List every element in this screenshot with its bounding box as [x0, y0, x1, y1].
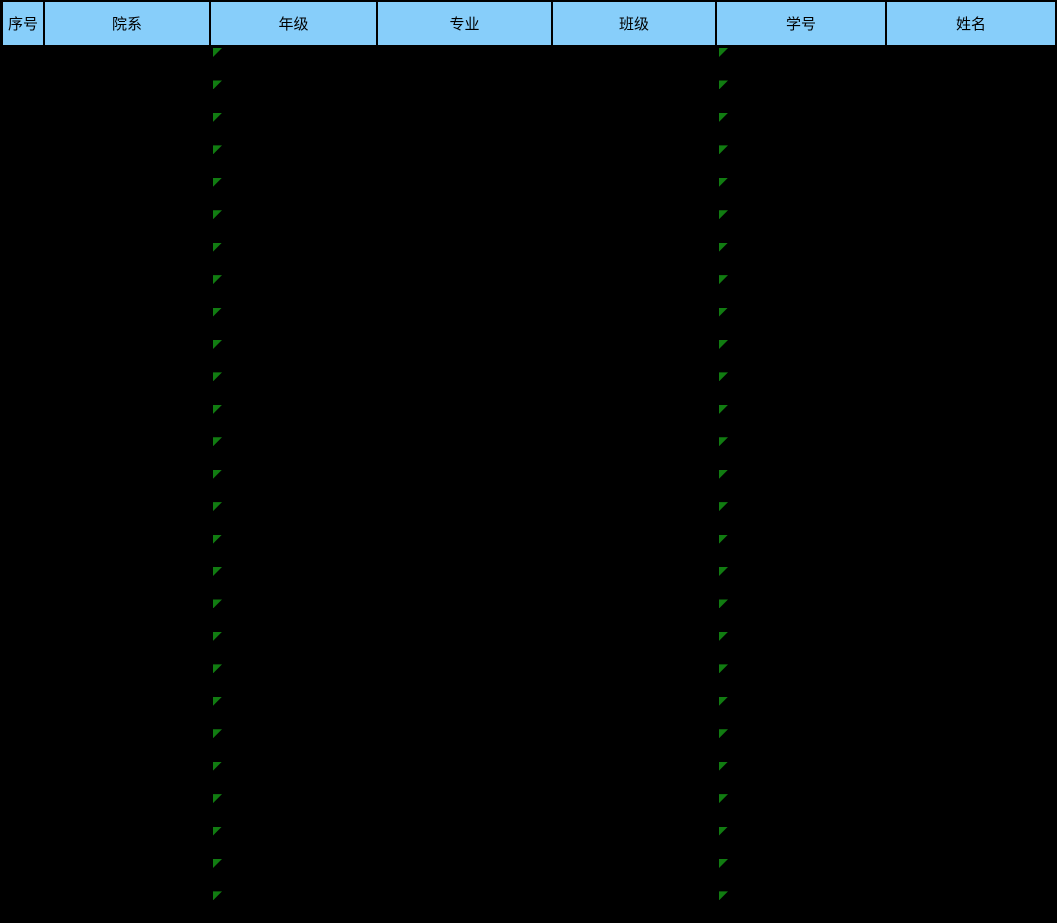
table-row[interactable] [0, 501, 1057, 533]
error-indicator-icon [213, 307, 222, 317]
error-indicator-icon [719, 761, 728, 771]
error-indicator-icon [719, 145, 728, 155]
table-row[interactable] [0, 436, 1057, 468]
table-row[interactable] [0, 728, 1057, 760]
error-indicator-icon [213, 858, 222, 868]
error-indicator-icon [719, 242, 728, 252]
error-indicator-icon [213, 891, 222, 901]
table-row[interactable] [0, 858, 1057, 890]
error-indicator-icon [213, 502, 222, 512]
error-indicator-icon [213, 339, 222, 349]
error-indicator-icon [213, 599, 222, 609]
error-indicator-icon [719, 502, 728, 512]
table-row[interactable] [0, 371, 1057, 403]
table-row[interactable] [0, 469, 1057, 501]
error-indicator-icon [719, 437, 728, 447]
error-indicator-icon [719, 372, 728, 382]
table-row[interactable] [0, 242, 1057, 274]
error-indicator-icon [719, 177, 728, 187]
error-indicator-icon [213, 826, 222, 836]
error-indicator-icon [213, 145, 222, 155]
error-indicator-icon [719, 534, 728, 544]
error-indicator-icon [719, 631, 728, 641]
table-row[interactable] [0, 566, 1057, 598]
table-row[interactable] [0, 663, 1057, 695]
table-row[interactable] [0, 144, 1057, 176]
error-indicator-icon [719, 210, 728, 220]
error-indicator-icon [213, 177, 222, 187]
table-row[interactable] [0, 696, 1057, 728]
error-indicator-icon [213, 664, 222, 674]
error-indicator-icon [213, 210, 222, 220]
error-indicator-icon [719, 48, 728, 57]
table-body [0, 47, 1057, 923]
error-indicator-icon [719, 469, 728, 479]
error-indicator-icon [213, 404, 222, 414]
column-header-2[interactable]: 院系 [45, 2, 209, 45]
error-indicator-icon [213, 761, 222, 771]
error-indicator-icon [213, 437, 222, 447]
error-indicator-icon [719, 794, 728, 804]
table-row[interactable] [0, 209, 1057, 241]
error-indicator-icon [213, 48, 222, 57]
error-indicator-icon [213, 112, 222, 122]
column-header-3[interactable]: 年级 [211, 2, 376, 45]
error-indicator-icon [719, 664, 728, 674]
error-indicator-icon [213, 372, 222, 382]
error-indicator-icon [719, 599, 728, 609]
table-row[interactable] [0, 404, 1057, 436]
error-indicator-icon [213, 275, 222, 285]
table-row[interactable] [0, 826, 1057, 858]
column-header-5[interactable]: 班级 [553, 2, 715, 45]
error-indicator-icon [213, 80, 222, 90]
table-row[interactable] [0, 761, 1057, 793]
error-indicator-icon [719, 112, 728, 122]
error-indicator-icon [719, 696, 728, 706]
error-indicator-icon [719, 339, 728, 349]
error-indicator-icon [719, 307, 728, 317]
table-row[interactable] [0, 598, 1057, 630]
error-indicator-icon [213, 469, 222, 479]
error-indicator-icon [719, 729, 728, 739]
table-row[interactable] [0, 339, 1057, 371]
error-indicator-icon [213, 242, 222, 252]
error-indicator-icon [719, 567, 728, 576]
table-row[interactable] [0, 112, 1057, 144]
error-indicator-icon [213, 534, 222, 544]
error-indicator-icon [719, 80, 728, 90]
table-row[interactable] [0, 890, 1057, 922]
table-row[interactable] [0, 307, 1057, 339]
error-indicator-icon [719, 826, 728, 836]
error-indicator-icon [719, 858, 728, 868]
error-indicator-icon [213, 567, 222, 576]
table-row[interactable] [0, 274, 1057, 306]
error-indicator-icon [213, 696, 222, 706]
error-indicator-icon [213, 794, 222, 804]
column-header-6[interactable]: 学号 [717, 2, 885, 45]
column-header-4[interactable]: 专业 [378, 2, 551, 45]
column-header-1[interactable]: 序号 [3, 2, 43, 45]
error-indicator-icon [719, 404, 728, 414]
error-indicator-icon [719, 891, 728, 901]
table-row[interactable] [0, 177, 1057, 209]
header-row: 序号 院系 年级 专业 班级 学号 姓名 [0, 0, 1057, 45]
table-row[interactable] [0, 534, 1057, 566]
error-indicator-icon [213, 729, 222, 739]
error-indicator-icon [719, 275, 728, 285]
table-row[interactable] [0, 631, 1057, 663]
column-header-7[interactable]: 姓名 [887, 2, 1055, 45]
table-row[interactable] [0, 793, 1057, 825]
table-row[interactable] [0, 79, 1057, 111]
error-indicator-icon [213, 631, 222, 641]
table-row[interactable] [0, 47, 1057, 79]
